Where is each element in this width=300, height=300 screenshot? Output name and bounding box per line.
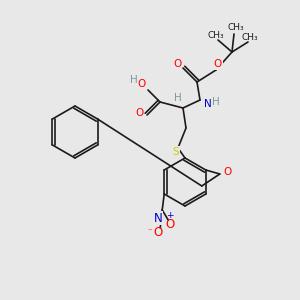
Text: O: O <box>135 108 143 118</box>
Text: CH₃: CH₃ <box>228 23 244 32</box>
Text: O: O <box>154 226 163 238</box>
Text: N: N <box>154 212 163 224</box>
Text: S: S <box>173 147 179 157</box>
Text: ⁻: ⁻ <box>148 227 153 236</box>
Text: H: H <box>174 93 182 103</box>
Text: O: O <box>138 79 146 89</box>
Text: O: O <box>166 218 175 230</box>
Text: O: O <box>173 59 181 69</box>
Text: H: H <box>212 97 220 107</box>
Text: O: O <box>224 167 232 177</box>
Text: +: + <box>167 212 174 220</box>
Text: H: H <box>130 75 138 85</box>
Text: CH₃: CH₃ <box>208 32 224 40</box>
Text: O: O <box>214 59 222 69</box>
Text: N: N <box>204 99 212 109</box>
Text: CH₃: CH₃ <box>242 34 258 43</box>
